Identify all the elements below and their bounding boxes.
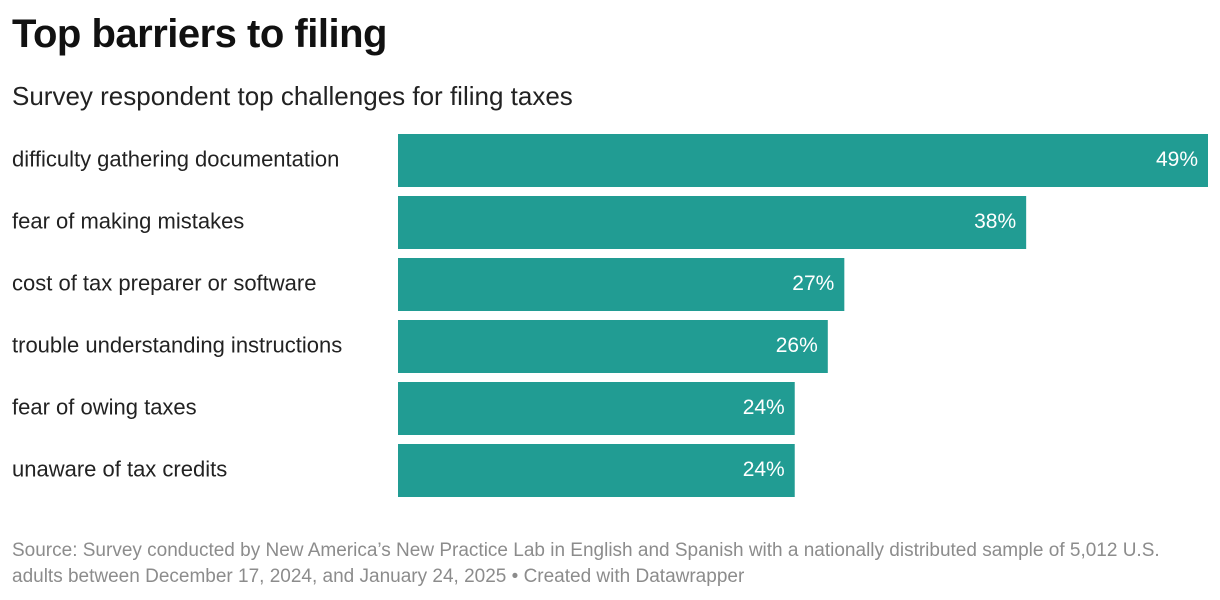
value-label: 24%: [743, 458, 785, 481]
source-text: Source: Survey conducted by New America’…: [12, 540, 1160, 587]
value-label: 27%: [792, 272, 834, 295]
chart-title: Top barriers to filing: [12, 12, 387, 56]
bar[interactable]: [398, 444, 795, 497]
bar-chart: difficulty gathering documentation 49% fea…: [12, 134, 1208, 497]
footer-separator: •: [511, 566, 519, 587]
value-label: 26%: [776, 334, 818, 357]
category-label: fear of owing taxes: [12, 394, 197, 419]
category-label: difficulty gathering documentation: [12, 146, 339, 171]
value-label: 24%: [743, 396, 785, 419]
bar[interactable]: [398, 258, 845, 311]
value-label: 38%: [974, 210, 1016, 233]
bar[interactable]: [398, 382, 795, 435]
datawrapper-credit[interactable]: Created with Datawrapper: [523, 566, 745, 587]
category-label: unaware of tax credits: [12, 456, 227, 481]
chart-subtitle: Survey respondent top challenges for fil…: [12, 81, 573, 111]
category-label: cost of tax preparer or software: [12, 270, 316, 295]
category-label: trouble understanding instructions: [12, 332, 342, 357]
bar[interactable]: [398, 320, 828, 373]
value-label: 49%: [1156, 148, 1198, 171]
bar[interactable]: [398, 196, 1027, 249]
source-note: Source: Survey conducted by New America’…: [12, 538, 1212, 590]
bar[interactable]: [398, 134, 1208, 187]
category-label: fear of making mistakes: [12, 208, 244, 233]
